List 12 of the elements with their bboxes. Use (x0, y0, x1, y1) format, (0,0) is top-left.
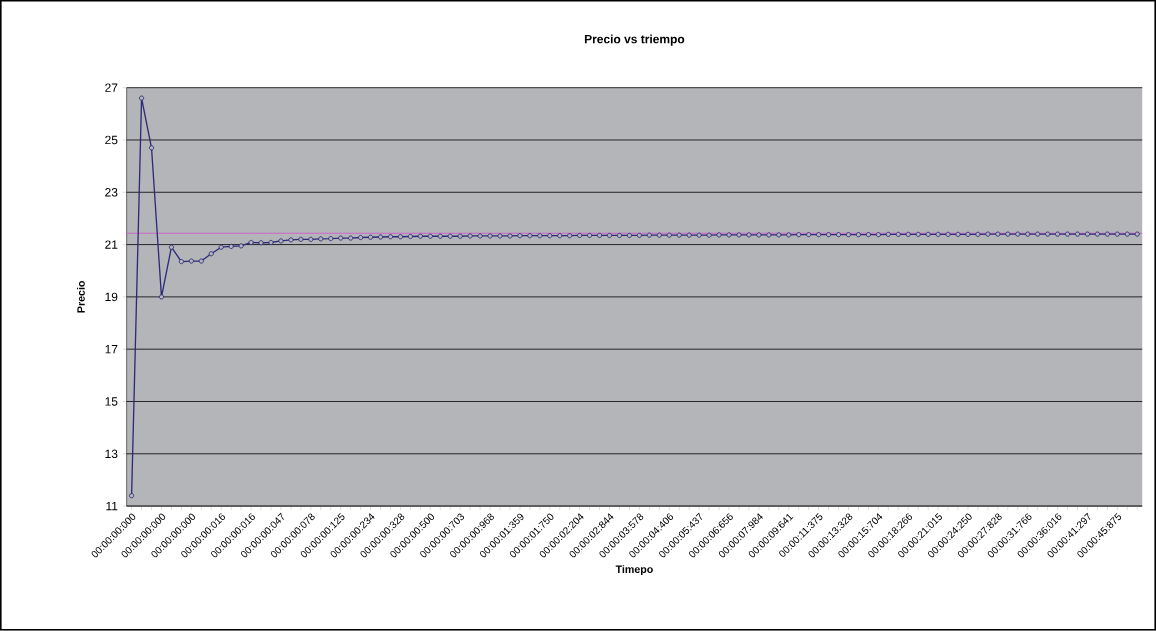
x-axis-title: Timepo (615, 565, 653, 576)
y-tick-label: 25 (105, 135, 118, 145)
y-axis-title: Precio (76, 281, 85, 313)
y-tick-label: 15 (105, 397, 118, 406)
y-tick-label: 11 (106, 502, 118, 511)
y-tick-label: 19 (105, 292, 118, 302)
y-tick-label: 27 (105, 83, 118, 92)
y-tick-label: 17 (105, 345, 118, 354)
y-tick-label: 23 (105, 188, 118, 197)
y-tick-label: 21 (105, 240, 118, 249)
chart-title: Precio vs triempo (584, 34, 685, 46)
y-tick-label: 13 (105, 449, 118, 459)
